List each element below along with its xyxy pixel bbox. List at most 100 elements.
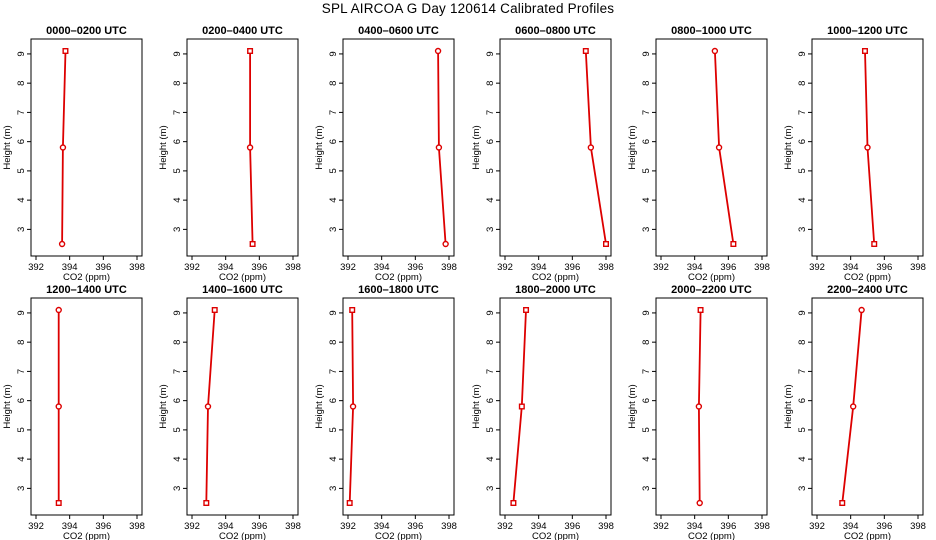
panel-title: 1000–1200 UTC [827, 25, 908, 37]
y-tick-label: 8 [797, 81, 808, 86]
x-tick-label: 394 [687, 262, 703, 273]
y-tick-label: 4 [485, 456, 496, 461]
x-tick-label: 396 [564, 262, 580, 273]
y-tick-label: 5 [328, 168, 339, 173]
profile-panel-12: 2200–2400 UTC 392 394 396 398 3 4 5 6 7 8 9 CO2 (ppm… [783, 284, 926, 540]
y-tick-label: 5 [641, 168, 652, 173]
y-tick-label: 4 [16, 197, 27, 202]
plot-frame [499, 38, 612, 257]
y-axis-label: Height (m) [314, 125, 325, 169]
x-tick-label: 398 [598, 521, 614, 532]
y-tick-label: 4 [328, 456, 339, 461]
data-point-square [510, 500, 517, 507]
y-tick-label: 5 [172, 168, 183, 173]
data-point-circle [864, 144, 871, 151]
profile-panel-8: 1400–1600 UTC 392 394 396 398 3 4 5 6 7 8 9 CO2 (ppm… [158, 284, 301, 540]
y-tick-label: 5 [328, 427, 339, 432]
plot-frame [342, 38, 455, 257]
y-tick-label: 9 [641, 310, 652, 315]
y-tick-label: 3 [172, 227, 183, 232]
y-tick-label: 6 [797, 398, 808, 403]
profile-panel-4: 0600–0800 UTC 392 394 396 398 3 4 5 6 7 8 9 CO2 (ppm… [471, 25, 614, 283]
data-point-circle [55, 306, 62, 314]
data-point-square [523, 307, 530, 314]
x-axis-label: CO2 (ppm) [375, 272, 422, 283]
y-tick-label: 4 [16, 456, 27, 461]
y-tick-label: 8 [328, 340, 339, 345]
x-axis-label: CO2 (ppm) [532, 272, 579, 283]
plot-frame [811, 297, 924, 516]
y-axis-label: Height (m) [2, 384, 13, 428]
y-axis-label: Height (m) [158, 125, 169, 169]
y-tick-label: 6 [328, 398, 339, 403]
profile-panel-2: 0200–0400 UTC 392 394 396 398 3 4 5 6 7 8 9 CO2 (ppm… [158, 25, 301, 283]
data-point-circle [695, 403, 703, 410]
data-point-square [518, 403, 525, 410]
y-tick-label: 6 [485, 398, 496, 403]
panel-title: 0000–0200 UTC [46, 25, 127, 37]
y-tick-label: 8 [485, 340, 496, 345]
data-point-circle [349, 403, 357, 410]
x-tick-label: 392 [28, 521, 44, 532]
x-axis-label: CO2 (ppm) [688, 531, 735, 540]
data-point-square [211, 307, 218, 314]
x-axis-label: CO2 (ppm) [375, 531, 422, 540]
y-axis-label: Height (m) [627, 384, 638, 428]
y-tick-label: 8 [328, 81, 339, 86]
plot-frame [30, 297, 143, 516]
x-tick-label: 396 [407, 262, 423, 273]
data-point-circle [715, 144, 723, 151]
y-tick-label: 9 [797, 310, 808, 315]
data-point-circle [58, 240, 66, 248]
panel-title: 1200–1400 UTC [46, 284, 127, 296]
y-tick-label: 3 [172, 486, 183, 491]
y-tick-label: 7 [16, 369, 27, 374]
y-tick-label: 9 [797, 51, 808, 56]
x-tick-label: 398 [754, 521, 770, 532]
x-tick-label: 392 [340, 521, 356, 532]
y-tick-label: 3 [328, 227, 339, 232]
y-tick-label: 4 [641, 456, 652, 461]
x-tick-label: 392 [653, 262, 669, 273]
data-point-circle [59, 144, 67, 151]
x-tick-label: 398 [441, 262, 457, 273]
data-point-circle [849, 403, 857, 410]
data-point-circle [246, 144, 254, 151]
y-tick-label: 6 [328, 139, 339, 144]
y-tick-label: 9 [485, 310, 496, 315]
data-point-square [203, 500, 210, 507]
y-tick-label: 3 [797, 486, 808, 491]
y-tick-label: 3 [328, 486, 339, 491]
y-tick-label: 9 [641, 51, 652, 56]
x-tick-label: 392 [497, 262, 513, 273]
y-tick-label: 7 [485, 110, 496, 115]
data-point-square [871, 240, 878, 247]
data-point-circle [434, 47, 442, 55]
plot-frame [655, 38, 768, 257]
y-tick-label: 4 [328, 197, 339, 202]
x-tick-label: 396 [407, 521, 423, 532]
y-tick-label: 9 [16, 51, 27, 56]
y-tick-label: 7 [328, 110, 339, 115]
y-axis-label: Height (m) [314, 384, 325, 428]
panel-title: 1400–1600 UTC [202, 284, 283, 296]
profile-panel-6: 1000–1200 UTC 392 394 396 398 3 4 5 6 7 8 9 CO2 (ppm… [783, 25, 926, 283]
y-tick-label: 9 [172, 310, 183, 315]
x-axis-label: CO2 (ppm) [219, 531, 266, 540]
y-tick-label: 9 [328, 310, 339, 315]
x-tick-label: 398 [285, 262, 301, 273]
data-point-circle [435, 144, 443, 151]
y-tick-label: 9 [16, 310, 27, 315]
y-tick-label: 9 [172, 51, 183, 56]
data-point-circle [204, 403, 212, 410]
x-tick-label: 394 [531, 521, 547, 532]
x-axis-label: CO2 (ppm) [63, 272, 110, 283]
x-tick-label: 392 [28, 262, 44, 273]
data-point-square [55, 500, 62, 507]
data-point-circle [55, 403, 62, 410]
y-tick-label: 3 [16, 227, 27, 232]
y-tick-label: 7 [797, 369, 808, 374]
data-point-square [839, 500, 846, 507]
x-tick-label: 398 [129, 521, 145, 532]
